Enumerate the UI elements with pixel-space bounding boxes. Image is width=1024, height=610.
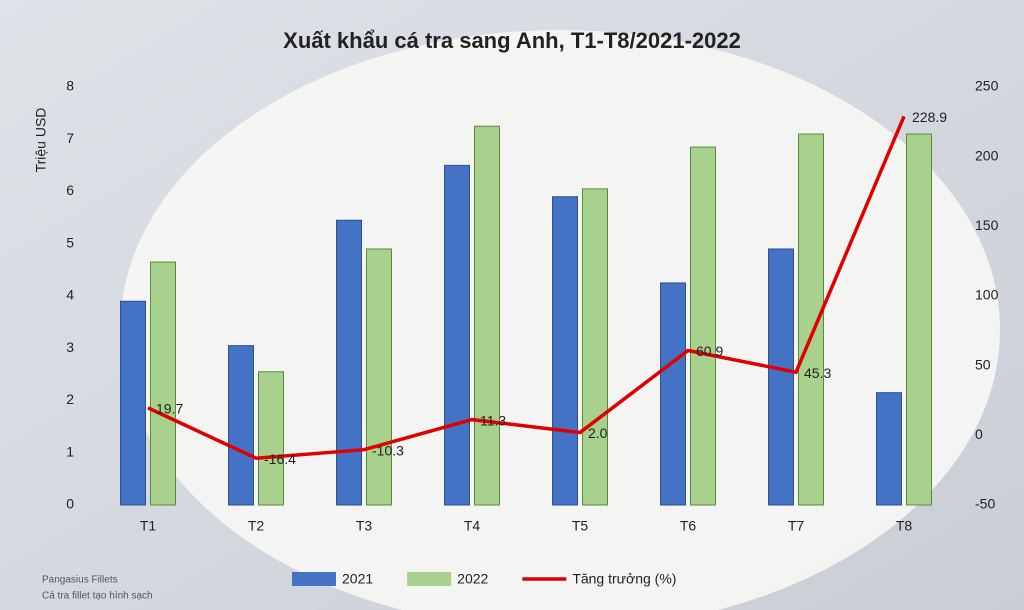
bar <box>906 133 932 506</box>
y2-tick-label: 0 <box>975 426 983 442</box>
data-label: 60.9 <box>696 343 723 359</box>
line <box>147 115 906 460</box>
data-label: 19.7 <box>156 401 183 417</box>
data-label: 2.0 <box>588 425 608 441</box>
watermark: Pangasius Fillets <box>42 575 118 586</box>
x-tick-label: T5 <box>572 518 589 534</box>
y-tick-label: 2 <box>66 391 74 407</box>
bar <box>474 125 500 506</box>
x-tick-label: T8 <box>896 518 913 534</box>
legend-label: 2022 <box>457 571 488 587</box>
y2-tick-label: 100 <box>975 287 999 303</box>
bar <box>876 392 902 506</box>
data-label: 228.9 <box>912 109 947 125</box>
y-tick-label: 4 <box>66 287 74 303</box>
y-tick-label: 7 <box>66 130 74 146</box>
y-tick-label: 0 <box>66 496 74 512</box>
y-tick-label: 1 <box>66 443 74 459</box>
legend-label: Tăng trưởng (%) <box>572 571 676 587</box>
legend-swatch <box>292 572 336 586</box>
data-label: -10.3 <box>372 442 404 458</box>
x-tick-label: T7 <box>788 518 805 534</box>
y2-tick-label: 250 <box>975 78 999 94</box>
bar <box>690 146 716 506</box>
bar <box>150 261 176 506</box>
x-tick-label: T3 <box>356 518 373 534</box>
bar <box>366 248 392 506</box>
bar <box>582 188 608 506</box>
x-tick-label: T2 <box>248 518 265 534</box>
bar <box>258 371 284 506</box>
bar <box>552 196 578 506</box>
y-tick-label: 5 <box>66 234 74 250</box>
y2-tick-label: 50 <box>975 356 991 372</box>
data-label: -16.4 <box>264 451 296 467</box>
y-axis-label: Triệu USD <box>33 108 49 173</box>
bar <box>660 282 686 506</box>
y-tick-label: 6 <box>66 182 74 198</box>
bar <box>228 345 254 506</box>
x-tick-label: T4 <box>464 518 481 534</box>
chart-title: Xuất khẩu cá tra sang Anh, T1-T8/2021-20… <box>283 28 741 53</box>
y2-tick-label: 150 <box>975 217 999 233</box>
watermark: Cá tra fillet tạo hình sạch <box>42 591 153 602</box>
y2-tick-label: -50 <box>975 496 995 512</box>
x-tick-label: T6 <box>680 518 697 534</box>
bar <box>336 219 362 506</box>
data-label: 45.3 <box>804 365 831 381</box>
y-tick-label: 3 <box>66 339 74 355</box>
legend-label: 2021 <box>342 571 373 587</box>
bar <box>120 300 146 506</box>
x-tick-label: T1 <box>140 518 157 534</box>
legend-swatch <box>407 572 452 586</box>
y-tick-label: 8 <box>66 78 74 94</box>
bar <box>444 164 470 506</box>
y2-tick-label: 200 <box>975 147 999 163</box>
bar <box>768 248 794 506</box>
data-label: 11.3 <box>480 412 506 428</box>
